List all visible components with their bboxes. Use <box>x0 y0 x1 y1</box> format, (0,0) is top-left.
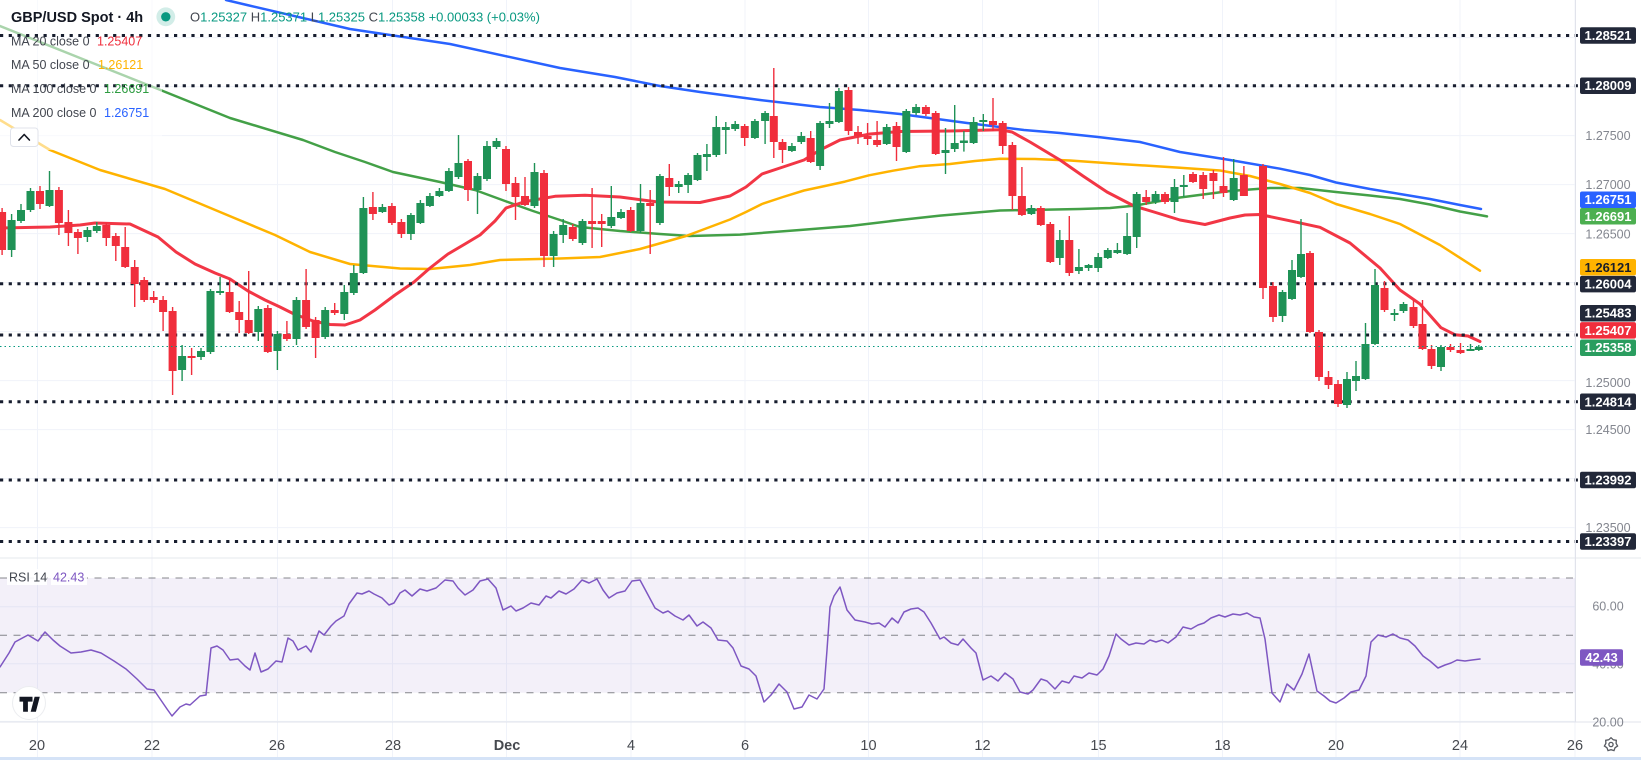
svg-text:GBP/USD Spot · 4h: GBP/USD Spot · 4h <box>11 10 143 26</box>
svg-text:Dec: Dec <box>494 738 521 754</box>
svg-text:1.25483: 1.25483 <box>1585 306 1632 321</box>
svg-text:18: 18 <box>1214 738 1230 754</box>
svg-text:1.26500: 1.26500 <box>1585 227 1630 241</box>
svg-text:1.26751: 1.26751 <box>104 106 149 120</box>
svg-text:15: 15 <box>1090 738 1106 754</box>
svg-text:24: 24 <box>1452 738 1468 754</box>
svg-text:1.28009: 1.28009 <box>1585 78 1632 93</box>
svg-text:1.23500: 1.23500 <box>1585 521 1630 535</box>
svg-text:1.23992: 1.23992 <box>1585 473 1632 488</box>
svg-text:26: 26 <box>269 738 285 754</box>
svg-text:1.26121: 1.26121 <box>1585 260 1632 275</box>
svg-text:1.27000: 1.27000 <box>1585 178 1630 192</box>
svg-text:1.24814: 1.24814 <box>1585 394 1633 409</box>
svg-text:1.28521: 1.28521 <box>1585 28 1632 43</box>
svg-text:1.25000: 1.25000 <box>1585 376 1630 390</box>
svg-text:42.43: 42.43 <box>53 571 84 585</box>
svg-text:RSI 14: RSI 14 <box>9 571 47 585</box>
svg-text:42.43: 42.43 <box>1585 650 1618 665</box>
svg-text:MA 20 close 0: MA 20 close 0 <box>11 34 90 48</box>
svg-text:1.25358: 1.25358 <box>1585 340 1632 355</box>
svg-text:O1.25327 H1.25371 L1.25325: O1.25327 H1.25371 L1.25325 C1.25358 +0.0… <box>190 10 540 25</box>
svg-text:1.26691: 1.26691 <box>1585 209 1632 224</box>
svg-text:MA 50 close 0: MA 50 close 0 <box>11 58 90 72</box>
svg-text:1.25407: 1.25407 <box>97 34 142 48</box>
svg-text:1.26004: 1.26004 <box>1585 277 1633 292</box>
svg-text:1.24500: 1.24500 <box>1585 423 1630 437</box>
svg-text:1.26121: 1.26121 <box>98 58 143 72</box>
svg-text:6: 6 <box>741 738 749 754</box>
svg-text:22: 22 <box>144 738 160 754</box>
svg-text:20: 20 <box>1328 738 1344 754</box>
svg-text:1.25407: 1.25407 <box>1585 323 1632 338</box>
svg-text:MA 200 close 0: MA 200 close 0 <box>11 106 97 120</box>
svg-text:26: 26 <box>1567 738 1583 754</box>
svg-text:1.26691: 1.26691 <box>104 82 149 96</box>
svg-text:12: 12 <box>974 738 990 754</box>
svg-text:10: 10 <box>860 738 876 754</box>
svg-text:1.27500: 1.27500 <box>1585 129 1630 143</box>
svg-text:4: 4 <box>627 738 635 754</box>
svg-text:1.26751: 1.26751 <box>1585 192 1632 207</box>
svg-text:28: 28 <box>385 738 401 754</box>
svg-text:1.23397: 1.23397 <box>1585 534 1632 549</box>
svg-text:20.00: 20.00 <box>1592 715 1623 729</box>
svg-text:20: 20 <box>29 738 45 754</box>
svg-text:MA 100 close 0: MA 100 close 0 <box>11 82 97 96</box>
svg-text:60.00: 60.00 <box>1592 600 1623 614</box>
